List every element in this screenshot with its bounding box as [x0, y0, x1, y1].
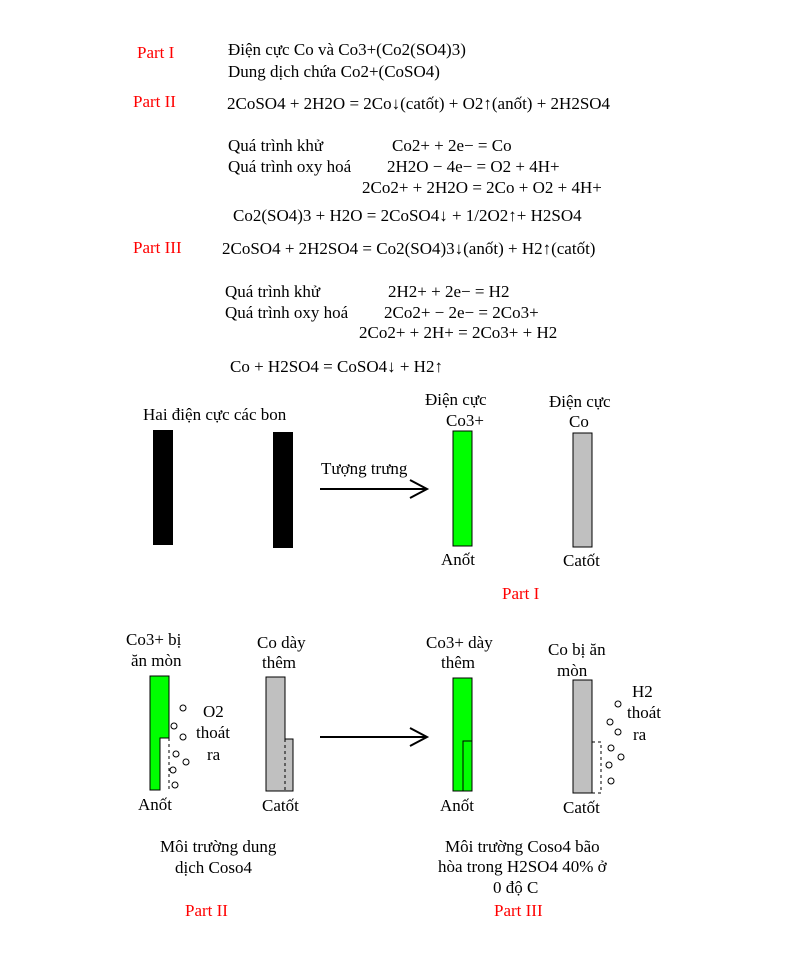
part2-overall-equation: 2CoSO4 + 2H2O = 2Co↓(catốt) + O2↑(anốt) …	[227, 94, 611, 113]
part1-line1: Điện cực Co và Co3+(Co2(SO4)3)	[228, 40, 466, 59]
part3-reduction-equation: 2H2+ + 2e− = H2	[388, 282, 510, 301]
part3-net-equation: 2Co2+ + 2H+ = 2Co3+ + H2	[359, 323, 558, 342]
gas-label: thoát	[196, 723, 230, 742]
part2-reduction-equation: Co2+ + 2e− = Co	[392, 136, 512, 155]
anode-title: Điện cực	[425, 390, 487, 409]
gas-label: thoát	[627, 703, 661, 722]
part2-net-equation: 2Co2+ + 2H2O = 2Co + O2 + 4H+	[362, 178, 602, 197]
cathode-title: Co bị ăn	[548, 640, 606, 659]
cathode-label: Catốt	[262, 796, 299, 815]
cathode-title: Co	[569, 412, 589, 431]
caption: Môi trường dung	[160, 837, 277, 856]
arrow-icon	[320, 479, 430, 499]
part1-label: Part I	[137, 43, 175, 62]
part2-extra-equation: Co2(SO4)3 + H2O = 2CoSO4↓ + 1/2O2↑+ H2SO…	[233, 206, 582, 225]
dashed-original-outline	[592, 741, 602, 794]
caption: 0 độ C	[493, 878, 539, 897]
thickened-cathode	[265, 676, 294, 792]
diagram1-part-label: Part I	[502, 584, 540, 603]
corroded-cathode	[572, 679, 593, 794]
cathode-label: Catốt	[563, 551, 600, 570]
carbon-electrodes-title: Hai điện cực các bon	[143, 405, 287, 424]
cathode-label: Catốt	[563, 798, 600, 817]
part1-line2: Dung dịch chứa Co2+(CoSO4)	[228, 62, 440, 81]
co-cathode-bar	[572, 432, 593, 548]
gas-label: ra	[207, 745, 221, 764]
caption: dịch Coso4	[175, 858, 252, 877]
arrow-icon	[320, 727, 430, 747]
part2-label: Part II	[133, 92, 176, 111]
cathode-title: Điện cực	[549, 392, 611, 411]
part2-reduction-label: Quá trình khử	[228, 136, 324, 155]
o2-bubbles	[169, 704, 190, 789]
cathode-title: Co dày	[257, 633, 306, 652]
gas-label: ra	[633, 725, 647, 744]
anode-title: Co3+ bị	[126, 630, 182, 649]
anode-title: ăn mòn	[131, 651, 182, 670]
caption: hòa trong H2SO4 40% ở	[438, 857, 607, 876]
part3-oxidation-label: Quá trình oxy hoá	[225, 303, 349, 322]
anode-label: Anốt	[138, 795, 172, 814]
cathode-title: thêm	[262, 653, 296, 672]
part3-label: Part III	[133, 238, 182, 257]
anode-title: Co3+	[446, 411, 484, 430]
corroded-anode	[149, 675, 170, 791]
deposit-layer	[462, 740, 473, 792]
diagram2-part-label: Part II	[185, 901, 228, 920]
gas-label: H2	[632, 682, 653, 701]
co3-anode-bar	[452, 430, 473, 547]
part2-oxidation-equation: 2H2O − 4e− = O2 + 4H+	[387, 157, 560, 176]
h2-bubbles	[605, 700, 625, 785]
cathode-title: mòn	[557, 661, 588, 680]
caption: Môi trường Coso4 bão	[445, 837, 600, 856]
part3-extra-equation: Co + H2SO4 = CoSO4↓ + H2↑	[230, 357, 443, 376]
part3-oxidation-equation: 2Co2+ − 2e− = 2Co3+	[384, 303, 539, 322]
anode-title: Co3+ dày	[426, 633, 493, 652]
part3-reduction-label: Quá trình khử	[225, 282, 321, 301]
anode-label: Anốt	[441, 550, 475, 569]
gas-label: O2	[203, 702, 224, 721]
arrow-label: Tượng trưng	[321, 459, 408, 478]
part3-overall-equation: 2CoSO4 + 2H2SO4 = Co2(SO4)3↓(anốt) + H2↑…	[222, 239, 596, 258]
part2-oxidation-label: Quá trình oxy hoá	[228, 157, 352, 176]
diagram3-part-label: Part III	[494, 901, 543, 920]
anode-label: Anốt	[440, 796, 474, 815]
carbon-electrode-right	[273, 432, 293, 548]
carbon-electrode-left	[153, 430, 173, 545]
anode-title: thêm	[441, 653, 475, 672]
